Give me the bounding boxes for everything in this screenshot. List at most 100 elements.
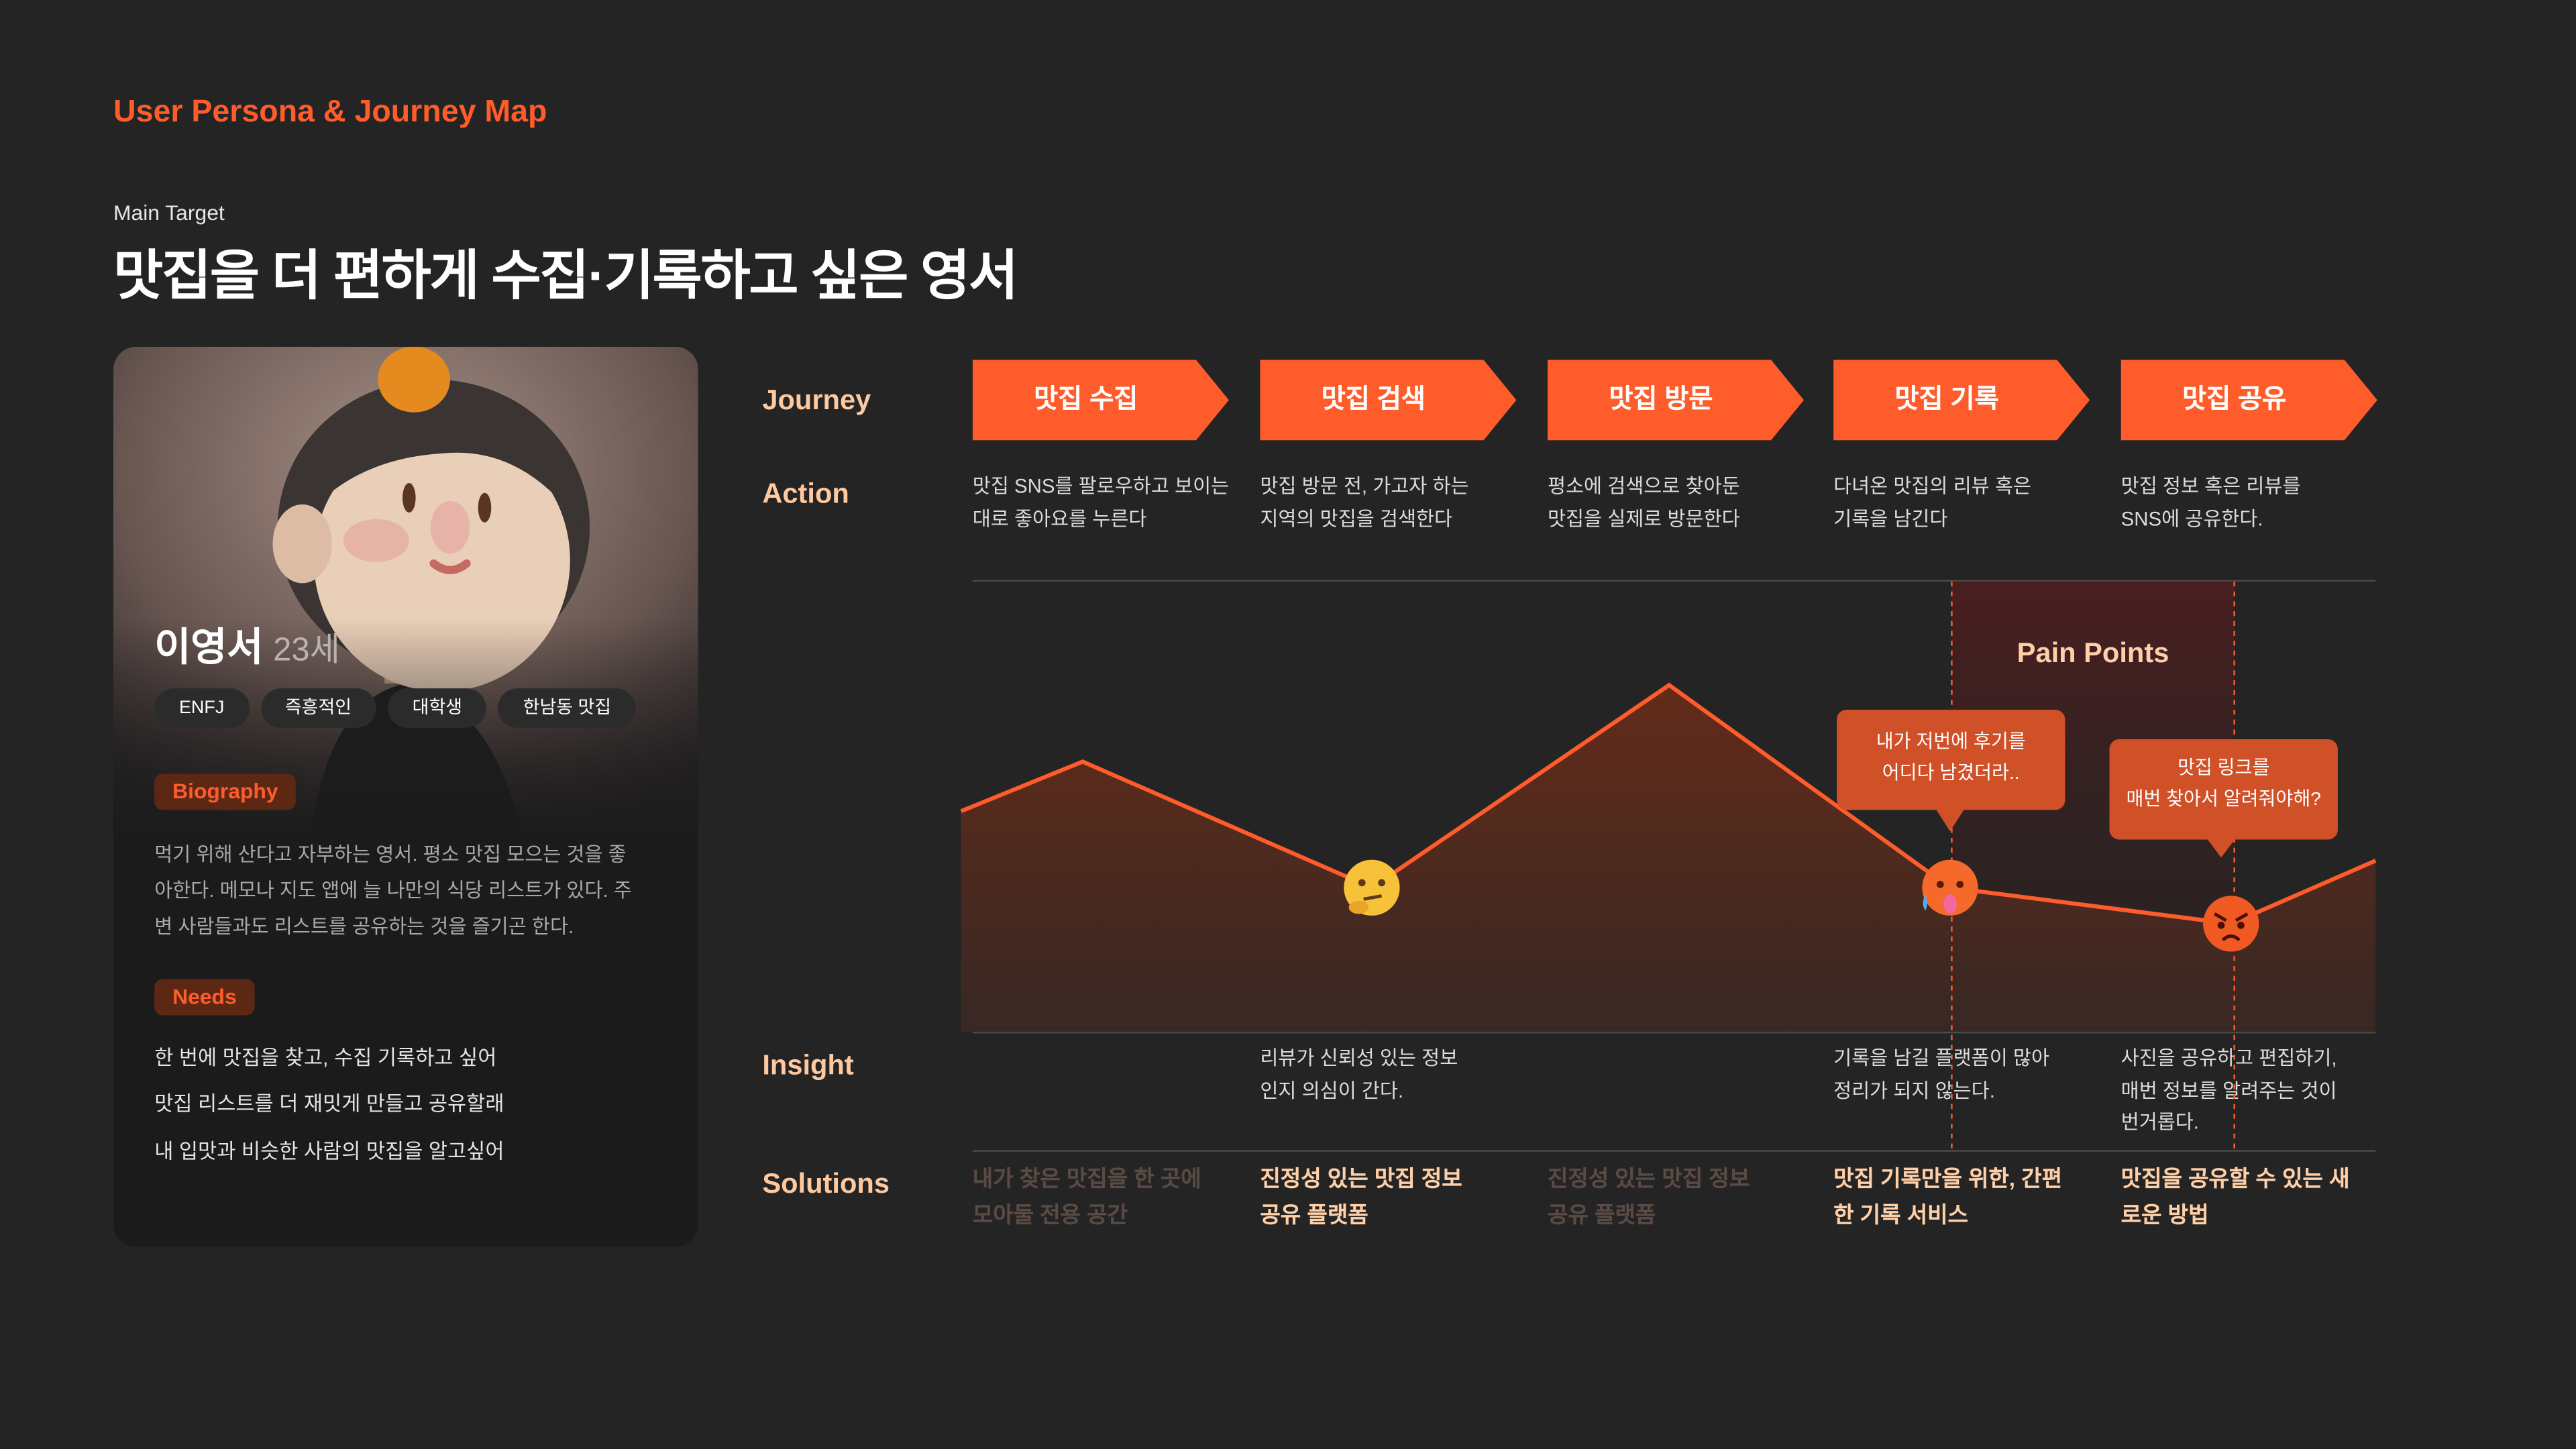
- action-line: 맛집 SNS를 팔로우하고 보이는: [972, 474, 1230, 498]
- journey-stage-0: 맛집 수집: [972, 360, 1229, 441]
- solution-line: 공유 플랫폼: [1260, 1202, 1368, 1228]
- solution-line: 한 기록 서비스: [1833, 1202, 1968, 1228]
- biography-line: 아한다. 메모나 지도 앱에 늘 나만의 식당 리스트가 있다. 주: [154, 879, 632, 902]
- hot-face-icon: [1922, 859, 1978, 916]
- journey-stage-2: 맛집 방문: [1547, 360, 1805, 441]
- action-line: 지역의 맛집을 검색한다: [1260, 506, 1453, 530]
- action-line: 맛집 방문 전, 가고자 하는: [1260, 474, 1469, 498]
- divider: [972, 580, 2376, 582]
- action-line: 기록을 남긴다: [1833, 506, 1948, 530]
- tag-location: 한남동 맛집: [498, 688, 636, 728]
- insight-line: 정리가 되지 않는다.: [1833, 1078, 1995, 1102]
- persona-avatar: [113, 346, 698, 840]
- pain-bubble-record: 내가 저번에 후기를 어디다 남겼더라..: [1836, 709, 2065, 810]
- insight-line: 인지 의심이 간다.: [1260, 1078, 1404, 1102]
- solution-line: 공유 플랫폼: [1547, 1202, 1656, 1228]
- action-line: SNS에 공유한다.: [2121, 506, 2263, 530]
- action-line: 다녀온 맛집의 리뷰 혹은: [1833, 474, 2031, 498]
- need-item: 한 번에 맛집을 찾고, 수집 기록하고 싶어: [154, 1046, 497, 1070]
- main-target-label: Main Target: [113, 200, 225, 225]
- bubble-line: 어디다 남겼더라..: [1882, 763, 2020, 784]
- row-label-action: Action: [762, 478, 849, 510]
- journey-stage-1: 맛집 검색: [1260, 360, 1517, 441]
- biography-text: 먹기 위해 산다고 자부하는 영서. 평소 맛집 모으는 것을 좋 아한다. 메…: [154, 837, 680, 945]
- bubble-line: 내가 저번에 후기를: [1876, 733, 2026, 753]
- row-label-journey: Journey: [762, 384, 871, 416]
- divider: [972, 1031, 2376, 1034]
- chevron-shape: [1833, 360, 2090, 441]
- persona-name-text: 이영서: [154, 626, 264, 671]
- app-title: User Persona & Journey Map: [113, 95, 547, 130]
- bubble-tail: [2206, 837, 2237, 858]
- solution-line: 진정성 있는 맛집 정보: [1260, 1166, 1462, 1191]
- solution-line: 진정성 있는 맛집 정보: [1547, 1166, 1750, 1191]
- biography-badge: Biography: [154, 773, 297, 810]
- action-text: 맛집 정보 혹은 리뷰를 SNS에 공유한다.: [2121, 472, 2404, 536]
- tag-mbti: ENFJ: [154, 688, 250, 728]
- insight-line: 기록을 남길 플랫폼이 많아: [1833, 1046, 2050, 1070]
- bubble-line: 매번 찾아서 알려줘야해?: [2126, 790, 2321, 810]
- bubble-tail: [1935, 808, 1966, 832]
- angry-face-icon: [2203, 896, 2259, 952]
- tag-occupation: 대학생: [387, 688, 487, 728]
- action-line: 맛집 정보 혹은 리뷰를: [2121, 474, 2301, 498]
- solution-line: 맛집 기록만을 위한, 간편: [1833, 1166, 2062, 1191]
- journey-stage-3: 맛집 기록: [1833, 360, 2090, 441]
- action-line: 대로 좋아요를 누른다: [972, 506, 1147, 530]
- page-title: 맛집을 더 편하게 수집·기록하고 싶은 영서: [113, 244, 1018, 306]
- stage-label: 맛집 공유: [2182, 386, 2287, 415]
- stage-label: 맛집 검색: [1321, 386, 1426, 415]
- persona-tags: ENFJ 즉흥적인 대학생 한남동 맛집: [154, 688, 636, 728]
- pain-points-title: Pain Points: [2017, 637, 2169, 669]
- divider: [972, 1150, 2376, 1152]
- insight-line: 사진을 공유하고 편집하기,: [2121, 1046, 2337, 1070]
- thinking-face-icon: [1344, 859, 1400, 916]
- persona-name: 이영서 23세: [154, 614, 340, 672]
- need-item: 맛집 리스트를 더 재밋게 만들고 공유할래: [154, 1092, 504, 1116]
- solution-line: 내가 찾은 맛집을 한 곳에: [972, 1166, 1201, 1191]
- action-line: 평소에 검색으로 찾아둔: [1547, 474, 1740, 498]
- emotion-markers: [1344, 859, 2259, 952]
- action-line: 맛집을 실제로 방문한다: [1547, 506, 1740, 530]
- need-item: 내 입맛과 비슷한 사람의 맛집을 알고싶어: [154, 1140, 504, 1163]
- needs-badge: Needs: [154, 979, 255, 1016]
- solution-line: 로운 방법: [2121, 1202, 2209, 1228]
- insight-line: 리뷰가 신뢰성 있는 정보: [1260, 1046, 1458, 1070]
- persona-age: 23세: [273, 632, 340, 669]
- persona-card: 이영서 23세 ENFJ 즉흥적인 대학생 한남동 맛집 Biography 먹기…: [113, 346, 698, 1247]
- bubble-line: 맛집 링크를: [2177, 759, 2270, 779]
- solution-line: 모아둘 전용 공간: [972, 1202, 1128, 1228]
- tag-personality: 즉흥적인: [260, 688, 376, 728]
- chevron-shape: [2121, 360, 2377, 441]
- chevron-shape: [972, 360, 1229, 441]
- row-label-solutions: Solutions: [762, 1168, 890, 1199]
- emotion-area: [961, 685, 2376, 1032]
- biography-line: 먹기 위해 산다고 자부하는 영서. 평소 맛집 모으는 것을 좋: [154, 843, 627, 866]
- biography-line: 변 사람들과도 리스트를 공유하는 것을 즐기곤 한다.: [154, 915, 574, 938]
- journey-stage-4: 맛집 공유: [2121, 360, 2377, 441]
- chevron-shape: [1547, 360, 1805, 441]
- solution-line: 맛집을 공유할 수 있는 새: [2121, 1166, 2350, 1191]
- insight-line: 매번 정보를 알려주는 것이: [2121, 1078, 2337, 1102]
- stage-label: 맛집 방문: [1609, 386, 1713, 415]
- stage-label: 맛집 기록: [1894, 386, 1999, 415]
- row-label-insight: Insight: [762, 1049, 854, 1081]
- pain-bubble-share: 맛집 링크를 매번 찾아서 알려줘야해?: [2109, 739, 2338, 840]
- chevron-shape: [1260, 360, 1517, 441]
- stage-label: 맛집 수집: [1034, 386, 1138, 415]
- insight-line: 번거롭다.: [2121, 1110, 2199, 1134]
